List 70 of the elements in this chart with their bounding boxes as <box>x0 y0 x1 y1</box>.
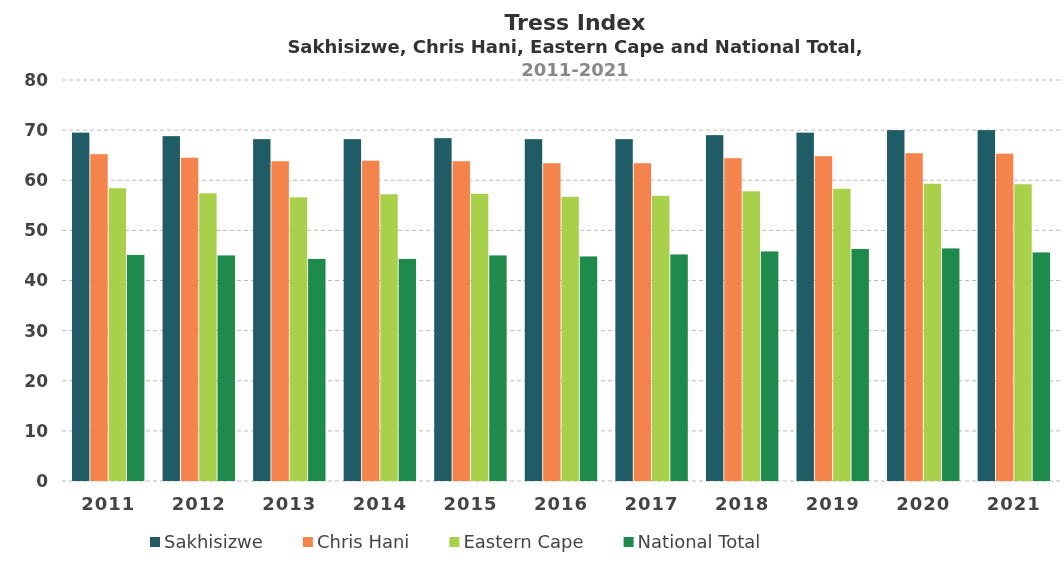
bar <box>995 153 1014 481</box>
x-tick-label: 2018 <box>715 492 770 514</box>
bar <box>271 161 289 481</box>
x-tick-label: 2013 <box>262 492 317 514</box>
bar <box>1032 252 1051 481</box>
x-tick-label: 2011 <box>81 492 136 514</box>
y-tick-label: 70 <box>24 120 49 141</box>
bar <box>398 258 417 481</box>
bar <box>217 255 235 481</box>
bar <box>833 188 851 481</box>
bar <box>579 256 598 481</box>
x-tick-label: 2019 <box>805 492 860 514</box>
bar <box>362 160 380 481</box>
bar <box>977 130 996 481</box>
bar <box>308 258 326 481</box>
bar <box>543 163 561 481</box>
bar <box>470 193 489 481</box>
bar <box>162 136 180 481</box>
y-tick-label: 40 <box>24 270 49 291</box>
bar <box>524 139 543 481</box>
bar <box>851 248 869 481</box>
chart-subtitle: Sakhisizwe, Chris Hani, Eastern Cape and National Total, 2011-2021 <box>287 36 863 80</box>
bar <box>742 191 760 481</box>
legend-label: National Total <box>637 531 761 552</box>
bar <box>90 154 108 481</box>
legend-label: Chris Hani <box>316 531 410 552</box>
y-tick-label: 60 <box>24 170 49 191</box>
bar <box>561 196 579 481</box>
bar <box>814 156 833 481</box>
x-tick-label: 2016 <box>533 492 589 514</box>
legend-label: Eastern Cape <box>463 531 584 552</box>
bar <box>452 161 470 481</box>
y-tick-label: 20 <box>24 370 49 391</box>
bar <box>253 139 271 481</box>
bar <box>71 132 90 481</box>
bar <box>724 158 742 481</box>
bar <box>615 139 633 481</box>
y-tick-label: 0 <box>36 470 49 491</box>
bar <box>1014 184 1032 481</box>
y-tick-label: 50 <box>24 220 49 241</box>
bar <box>923 183 942 481</box>
y-tick-label: 30 <box>24 320 49 341</box>
x-tick-label: 2014 <box>352 492 407 514</box>
bar <box>942 248 960 481</box>
bar <box>796 132 814 481</box>
bar <box>760 251 779 481</box>
bar <box>489 255 507 481</box>
y-tick-label: 80 <box>24 69 49 90</box>
bar <box>380 194 398 481</box>
bar <box>199 193 217 481</box>
y-tick-label: 10 <box>24 420 49 441</box>
bar <box>434 138 452 481</box>
bar <box>180 157 199 481</box>
bar <box>670 254 688 481</box>
bar <box>126 254 145 481</box>
legend-label: Sakhisizwe <box>164 531 263 552</box>
x-tick-label: 2017 <box>624 492 679 514</box>
x-tick-label: 2015 <box>443 492 498 514</box>
bar <box>905 153 923 481</box>
bar <box>343 139 362 481</box>
bar <box>652 195 670 481</box>
x-tick-label: 2012 <box>171 492 226 514</box>
bar <box>108 188 127 481</box>
bar <box>289 197 308 481</box>
bar <box>633 163 652 481</box>
bar <box>705 135 724 481</box>
x-tick-label: 2020 <box>896 492 951 514</box>
chart-title: Tress Index <box>504 10 646 35</box>
x-tick-label: 2021 <box>986 492 1041 514</box>
bar <box>887 130 905 481</box>
